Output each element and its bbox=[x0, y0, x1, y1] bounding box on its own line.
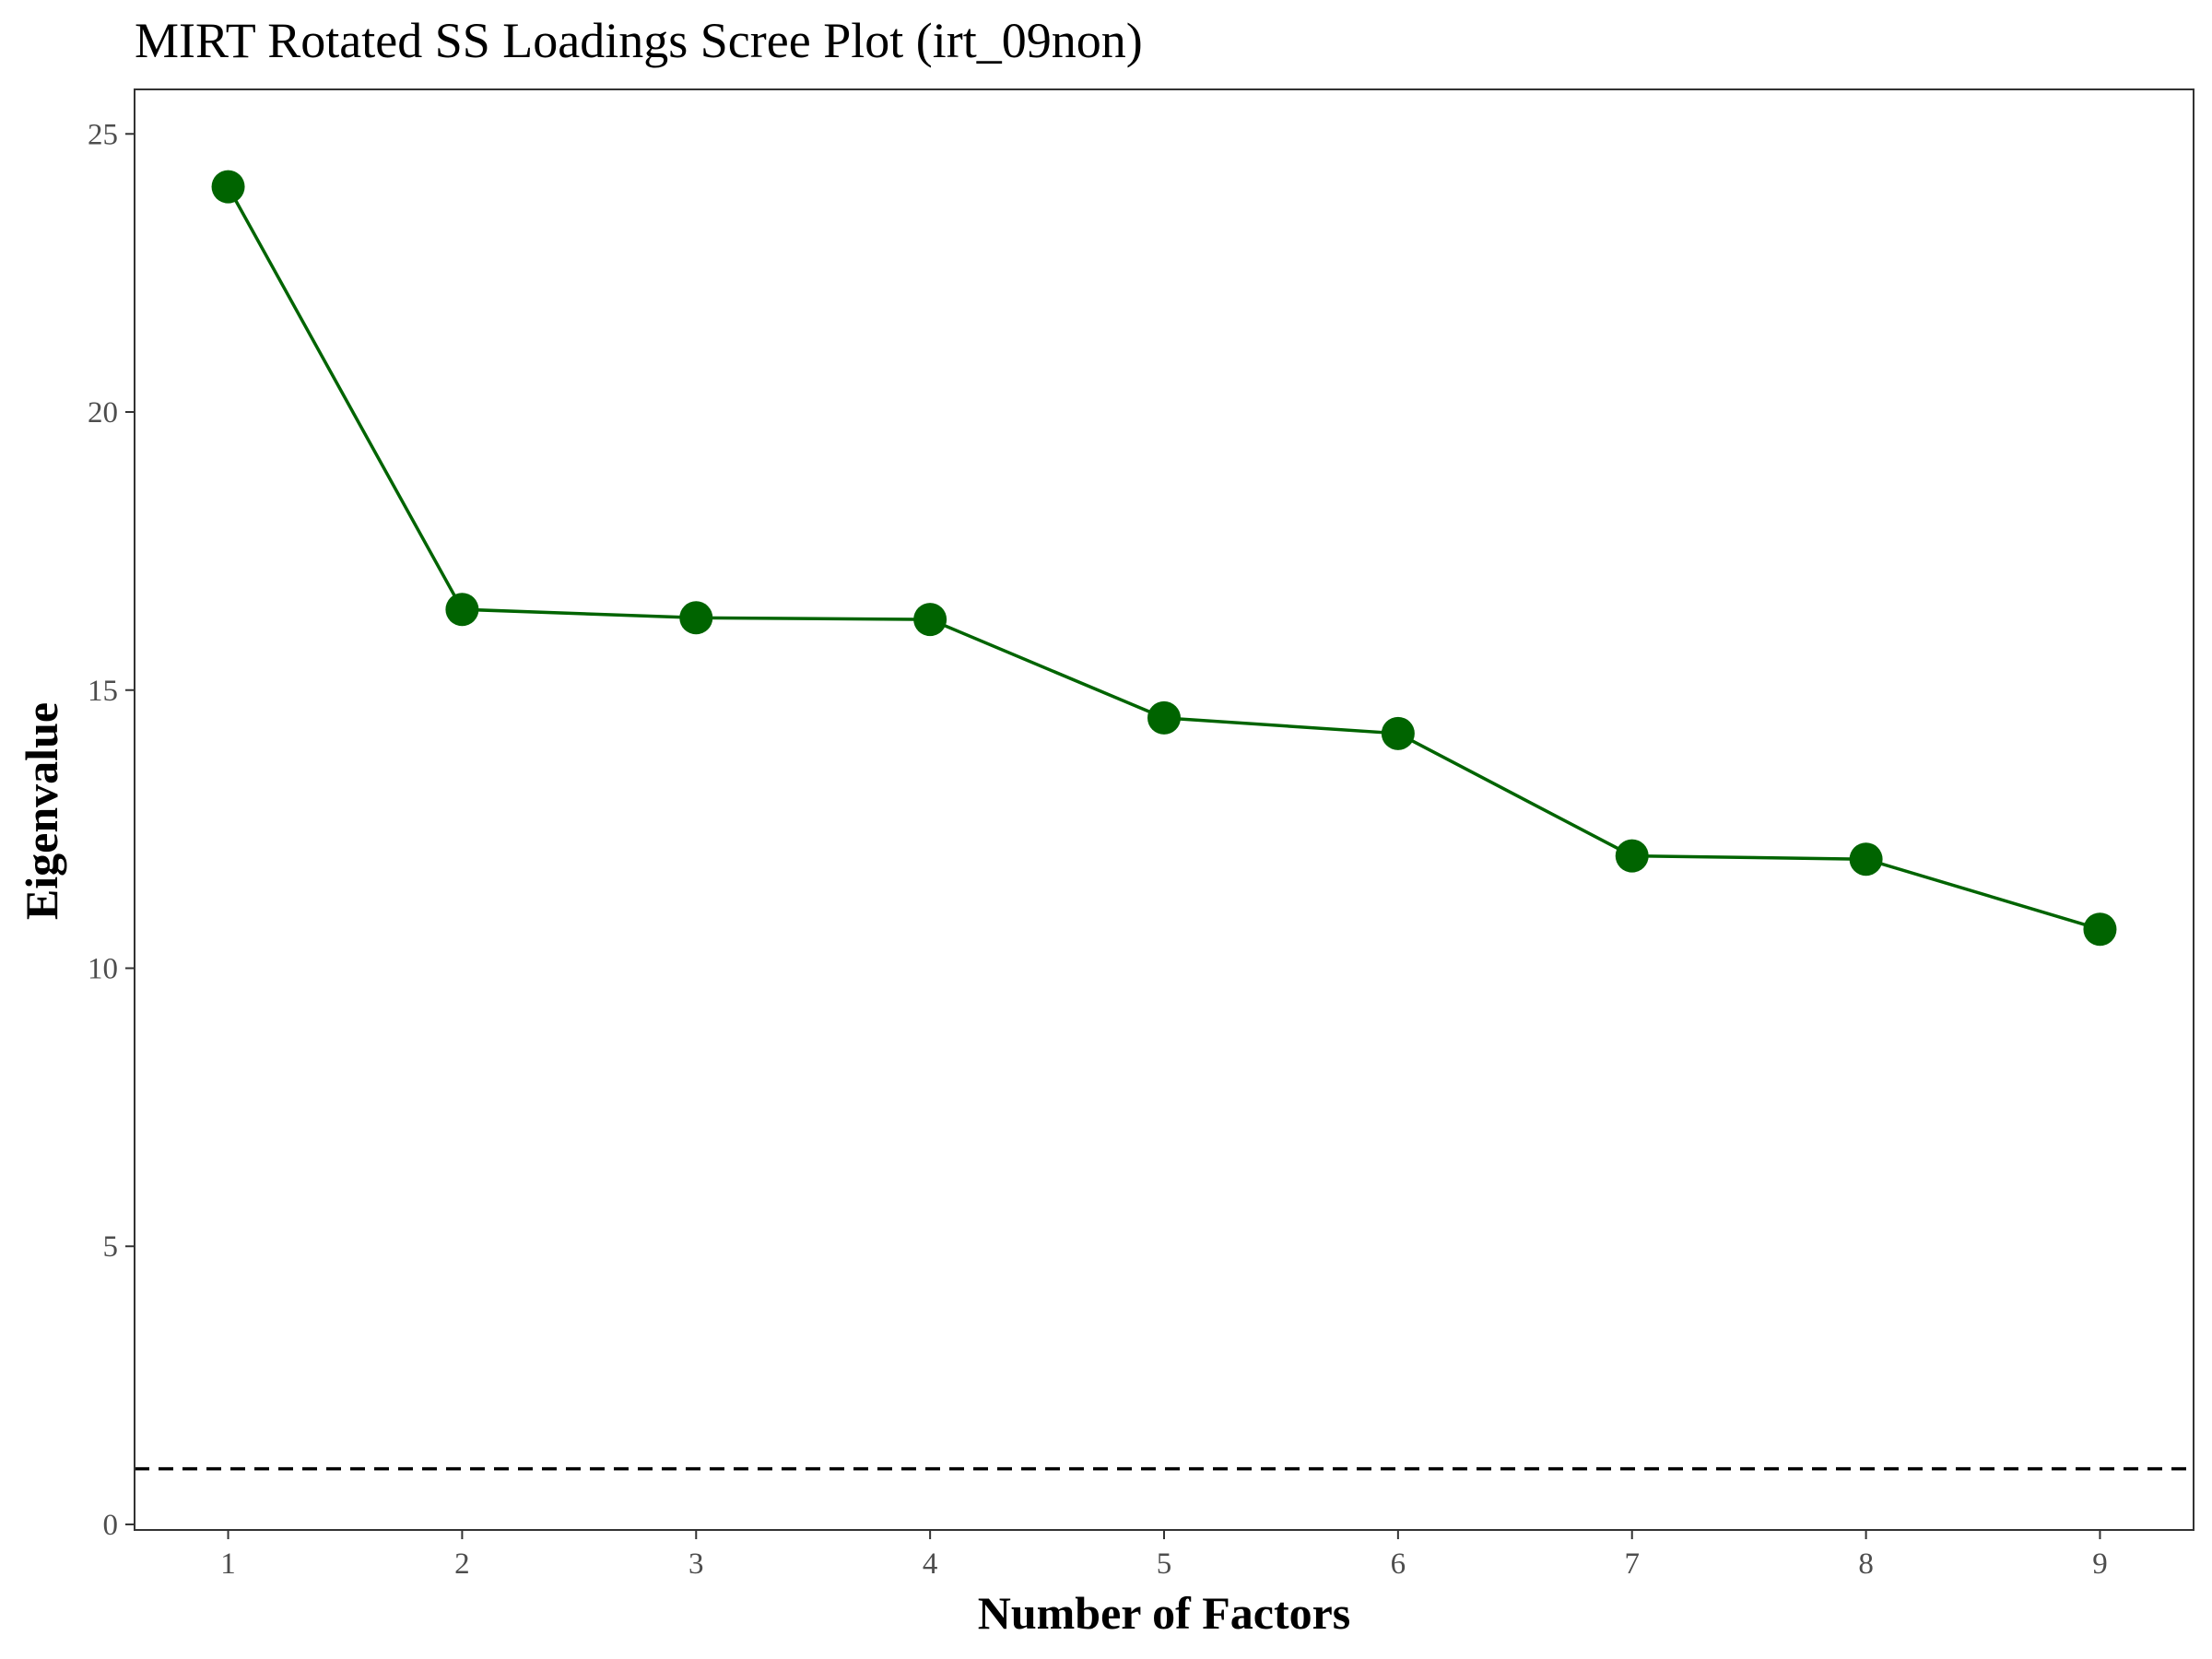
x-tick-label: 6 bbox=[1391, 1547, 1406, 1581]
data-point bbox=[445, 593, 479, 627]
x-tick-label: 3 bbox=[688, 1547, 704, 1581]
x-tick-label: 9 bbox=[2092, 1547, 2108, 1581]
x-tick-label: 5 bbox=[1157, 1547, 1172, 1581]
x-tick-label: 1 bbox=[220, 1547, 236, 1581]
plot-panel-border bbox=[134, 88, 2194, 1531]
x-tick-label: 8 bbox=[1858, 1547, 1874, 1581]
data-point bbox=[679, 601, 713, 635]
data-point bbox=[1849, 842, 1883, 877]
y-tick-label: 0 bbox=[103, 1509, 119, 1542]
data-point bbox=[2083, 912, 2117, 947]
x-tick-label: 7 bbox=[1624, 1547, 1640, 1581]
x-tick-label: 4 bbox=[923, 1547, 938, 1581]
data-point bbox=[1615, 839, 1649, 873]
data-point bbox=[1147, 700, 1181, 735]
chart-title: MIRT Rotated SS Loadings Scree Plot (irt… bbox=[135, 13, 1143, 68]
x-axis-ticks: 1 2 3 4 5 6 7 8 9 bbox=[220, 1530, 2108, 1581]
y-tick-label: 15 bbox=[88, 675, 118, 708]
y-tick-label: 20 bbox=[88, 396, 118, 429]
data-points bbox=[211, 170, 2117, 947]
y-tick-label: 10 bbox=[88, 952, 118, 985]
y-tick-label: 5 bbox=[103, 1230, 119, 1264]
data-point bbox=[211, 170, 245, 204]
y-tick-label: 25 bbox=[88, 118, 118, 151]
y-axis-label: Eigenvalue bbox=[16, 702, 67, 920]
x-tick-label: 2 bbox=[454, 1547, 470, 1581]
data-point bbox=[913, 603, 947, 637]
data-point bbox=[1381, 716, 1415, 750]
x-axis-label: Number of Factors bbox=[978, 1587, 1351, 1639]
y-axis-ticks: 0 5 10 15 20 25 bbox=[88, 118, 135, 1542]
